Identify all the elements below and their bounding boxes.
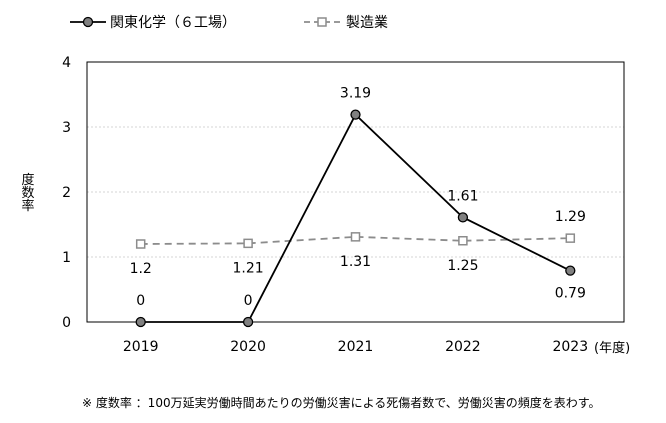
data-label-manufacturing: 1.31: [340, 254, 371, 270]
data-label-manufacturing: 1.21: [233, 260, 264, 276]
y-tick-label: 4: [62, 55, 71, 71]
data-label-manufacturing: 1.25: [447, 258, 478, 274]
legend-marker-manufacturing: [317, 17, 327, 27]
x-tick-label: 2022: [445, 339, 481, 355]
x-unit-label: (年度): [594, 340, 630, 356]
x-tick-label: 2020: [230, 339, 266, 355]
y-tick-label: 0: [62, 315, 71, 331]
y-axis-label: 度数率: [19, 172, 35, 212]
data-label-kanto: 0: [244, 293, 253, 309]
marker-kanto: [565, 265, 576, 276]
y-tick-label: 3: [62, 120, 71, 136]
x-tick-label: 2023: [552, 339, 588, 355]
x-tick-label: 2021: [338, 339, 374, 355]
marker-manufacturing: [243, 238, 253, 249]
data-label-manufacturing: 1.2: [130, 261, 152, 277]
marker-manufacturing: [458, 236, 468, 246]
chart: 0 1 2 3 4 2019 2020 2021 2022 2023 (年度) 度数率 0 0 3.19 1.…: [19, 15, 631, 356]
data-label-kanto: 3.19: [340, 86, 371, 102]
data-label-kanto: 0: [136, 293, 145, 309]
data-label-manufacturing: 1.29: [555, 209, 586, 225]
x-tick-label: 2019: [123, 339, 159, 355]
series-line-kanto: [140, 113, 571, 323]
marker-kanto: [242, 316, 254, 328]
marker-manufacturing: [350, 232, 361, 242]
legend-label-kanto: 関東化学（６工場）: [110, 15, 236, 31]
data-label-kanto: 0.79: [555, 286, 586, 302]
legend-label-manufacturing: 製造業: [346, 15, 388, 31]
y-tick-label: 1: [62, 250, 71, 266]
marker-manufacturing: [565, 233, 576, 243]
marker-kanto: [457, 212, 469, 223]
marker-manufacturing: [135, 239, 146, 249]
footnote: ※ 度数率 ：100万延実労働時間あたりの労働災害による死傷者数で、労働災害の頻…: [82, 396, 601, 410]
legend-marker-kanto: [82, 16, 94, 28]
marker-kanto: [135, 316, 146, 328]
y-tick-label: 2: [62, 185, 71, 201]
data-label-kanto: 1.61: [447, 188, 478, 204]
plot-frame: [86, 61, 625, 323]
marker-kanto: [350, 109, 361, 120]
